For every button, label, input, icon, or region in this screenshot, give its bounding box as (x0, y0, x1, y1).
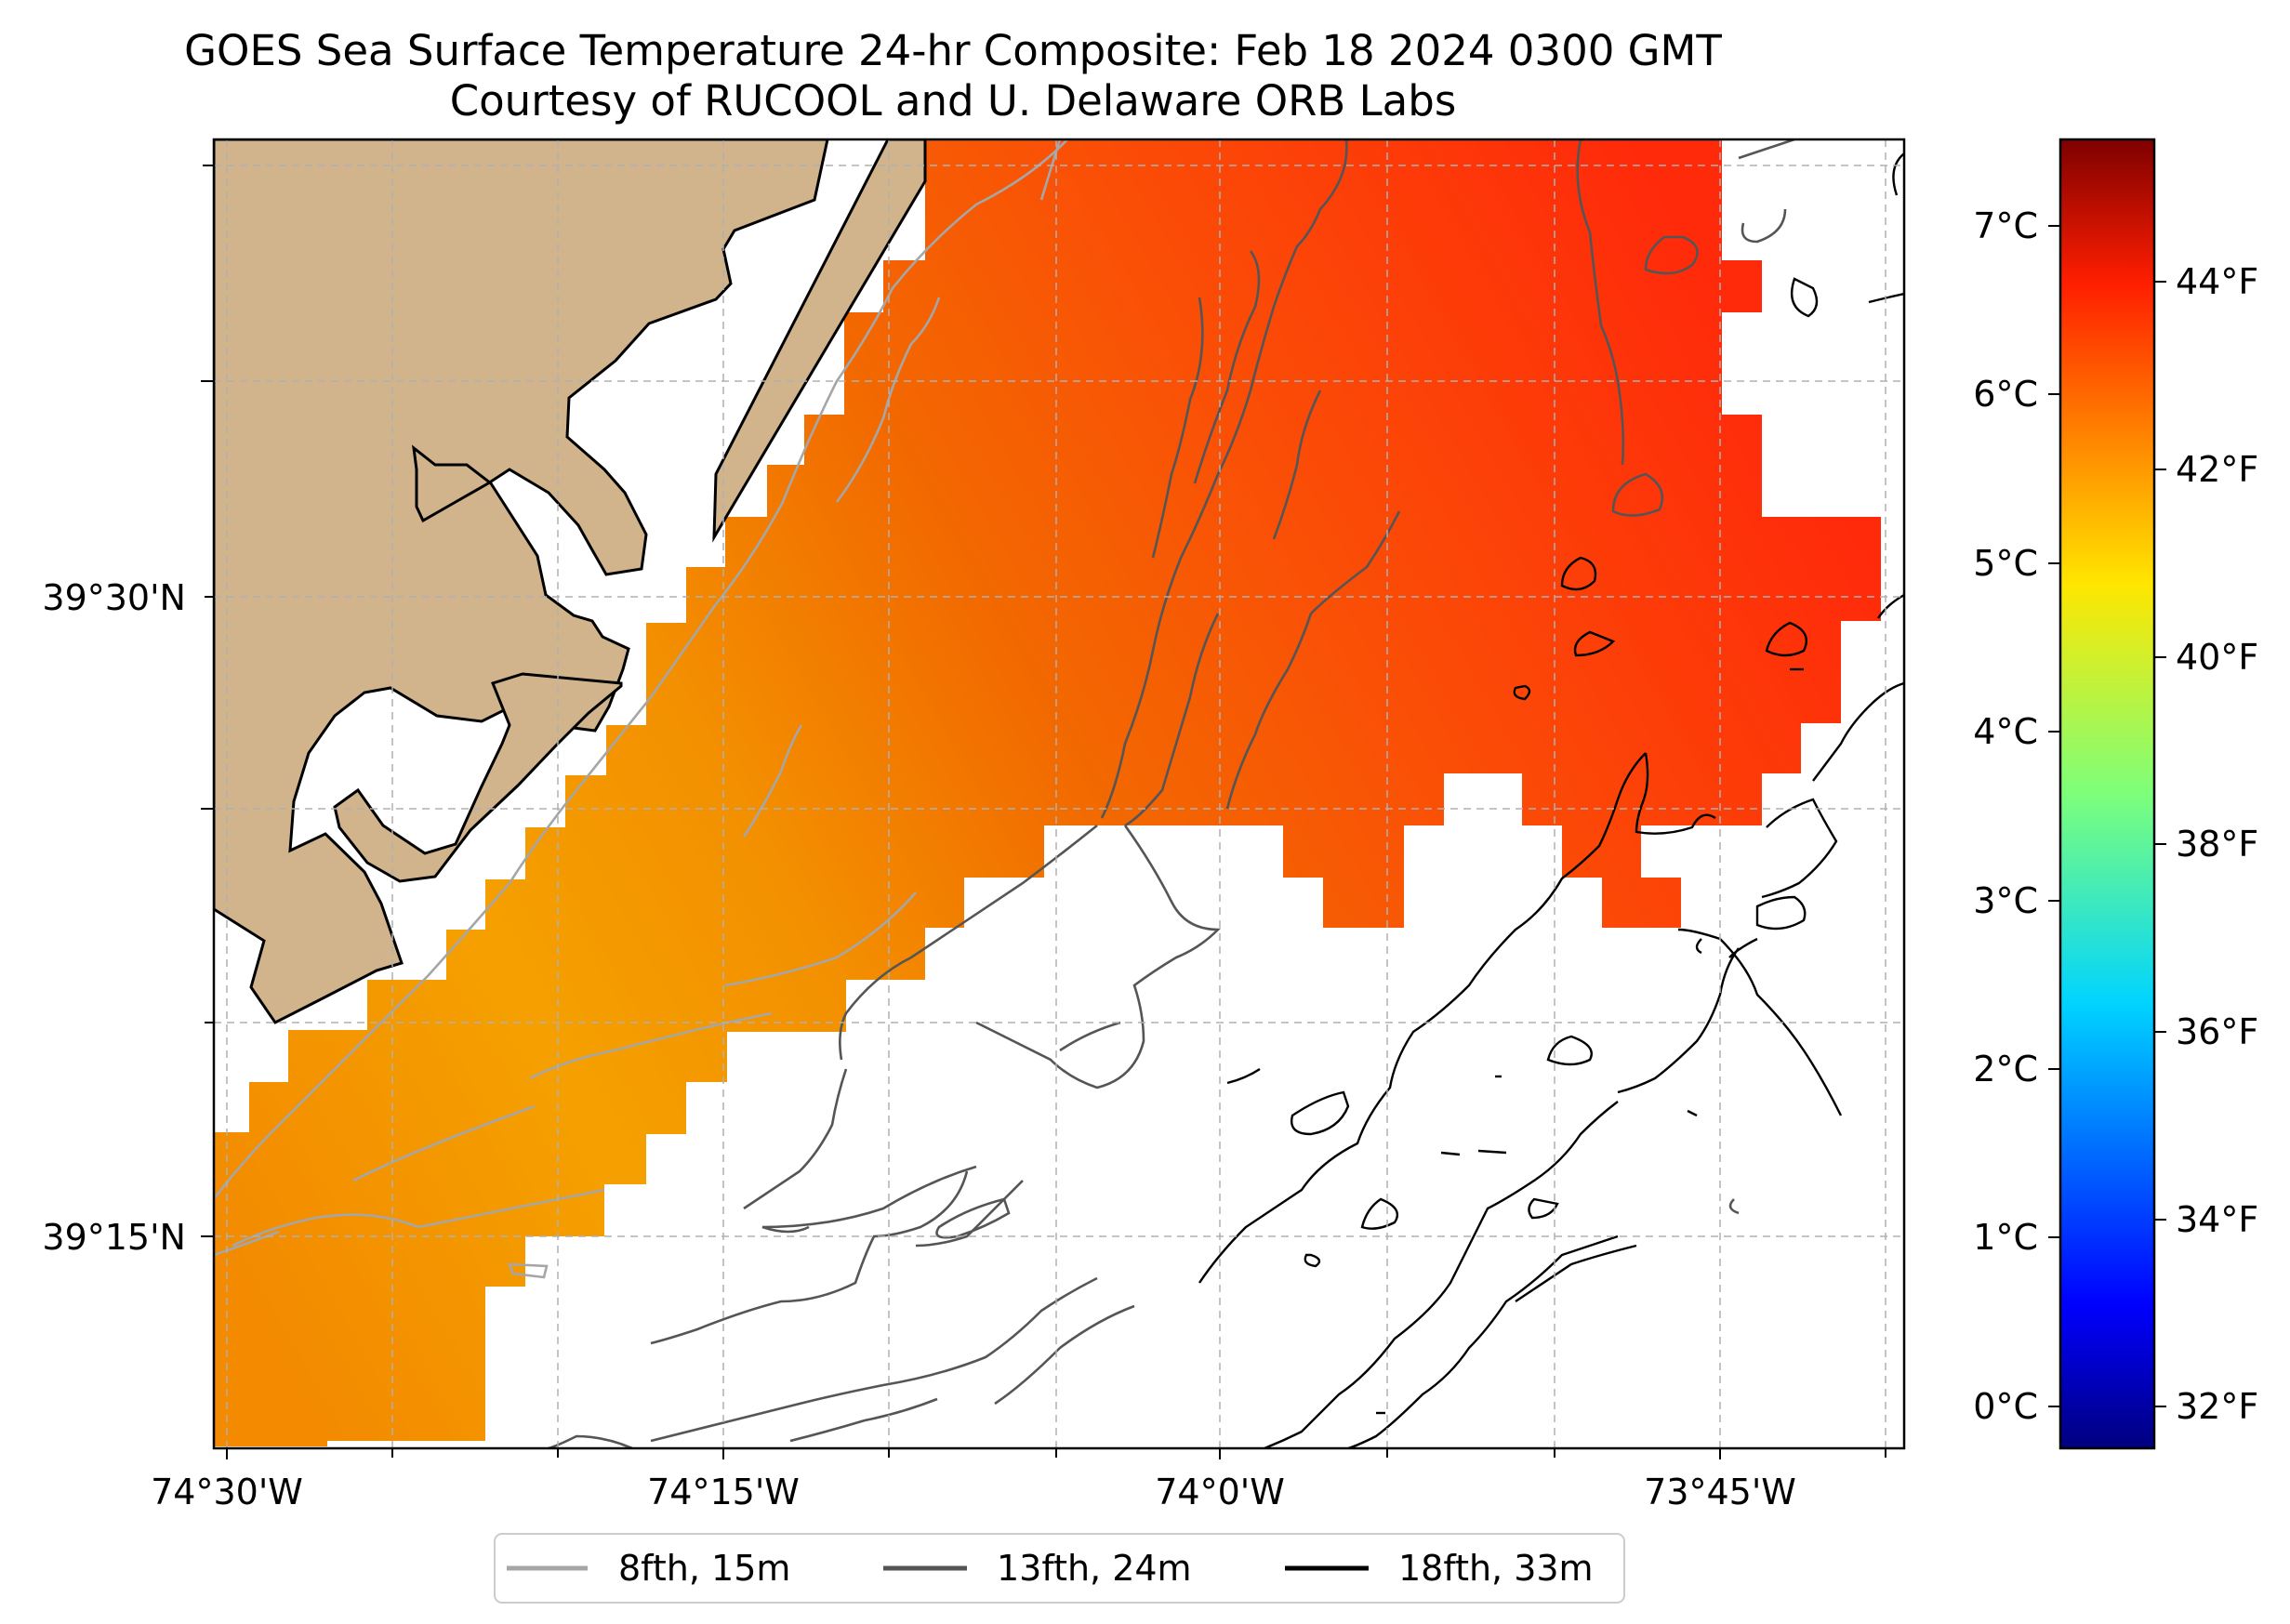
x-tick-labels: 74°30'W 74°15'W 74°0'W 73°45'W (151, 1472, 1796, 1512)
celsius-tick-label: 1°C (1973, 1217, 2038, 1258)
map-gridlines (214, 139, 1904, 1448)
land-barrier-island (712, 139, 927, 543)
colorbar: 0°C 1°C 2°C 3°C 4°C 5°C 6°C 7°C 32°F 34°… (1973, 138, 2258, 1450)
legend: 8fth, 15m 13fth, 24m 18fth, 33m (494, 1533, 1625, 1604)
axis-ticks (201, 165, 1886, 1459)
map-frame (212, 138, 1906, 1450)
x-tick-label: 74°30'W (151, 1472, 303, 1512)
colorbar-gradient (2058, 138, 2156, 1450)
fahrenheit-tick-label: 32°F (2176, 1386, 2258, 1427)
y-tick-label: 39°15'N (42, 1217, 186, 1258)
fahrenheit-tick-label: 38°F (2176, 824, 2258, 865)
land-mainland (214, 139, 829, 1024)
fahrenheit-tick-label: 36°F (2176, 1011, 2258, 1052)
celsius-tick-label: 5°C (1973, 543, 2038, 584)
celsius-tick-label: 0°C (1973, 1386, 2038, 1427)
colorbar-ticks (2048, 225, 2166, 1407)
celsius-tick-label: 7°C (1973, 205, 2038, 246)
isobath-8fth (214, 139, 1068, 1279)
celsius-tick-label: 4°C (1973, 711, 2038, 752)
map-plot-area (214, 139, 1904, 1448)
celsius-tick-label: 3°C (1973, 880, 2038, 921)
fahrenheit-tick-label: 42°F (2176, 449, 2258, 490)
x-tick-label: 74°15'W (647, 1472, 800, 1512)
y-tick-label: 39°30'N (42, 577, 186, 618)
fahrenheit-tick-label: 40°F (2176, 637, 2258, 678)
land-peninsula (333, 672, 623, 883)
fahrenheit-tick-label: 34°F (2176, 1199, 2258, 1240)
y-tick-labels: 39°30'N 39°15'N (42, 577, 186, 1258)
chart-title: GOES Sea Surface Temperature 24-hr Compo… (184, 26, 1722, 75)
celsius-tick-label: 6°C (1973, 374, 2038, 415)
colorbar-fahrenheit-labels: 32°F 34°F 36°F 38°F 40°F 42°F 44°F (2176, 261, 2258, 1427)
fahrenheit-tick-label: 44°F (2176, 261, 2258, 302)
isobath-13fth (548, 139, 1795, 1448)
x-tick-label: 73°45'W (1644, 1472, 1796, 1512)
isobath-18fth (1198, 152, 1904, 1448)
celsius-tick-label: 2°C (1973, 1049, 2038, 1089)
legend-label-8fth: 8fth, 15m (618, 1548, 790, 1589)
legend-box (494, 1533, 1625, 1604)
colorbar-celsius-labels: 0°C 1°C 2°C 3°C 4°C 5°C 6°C 7°C (1973, 205, 2038, 1427)
x-tick-label: 74°0'W (1155, 1472, 1285, 1512)
legend-label-18fth: 18fth, 33m (1398, 1548, 1594, 1589)
chart-subtitle: Courtesy of RUCOOL and U. Delaware ORB L… (449, 76, 1457, 125)
legend-label-13fth: 13fth, 24m (997, 1548, 1192, 1589)
sst-data-region (214, 139, 1881, 1446)
